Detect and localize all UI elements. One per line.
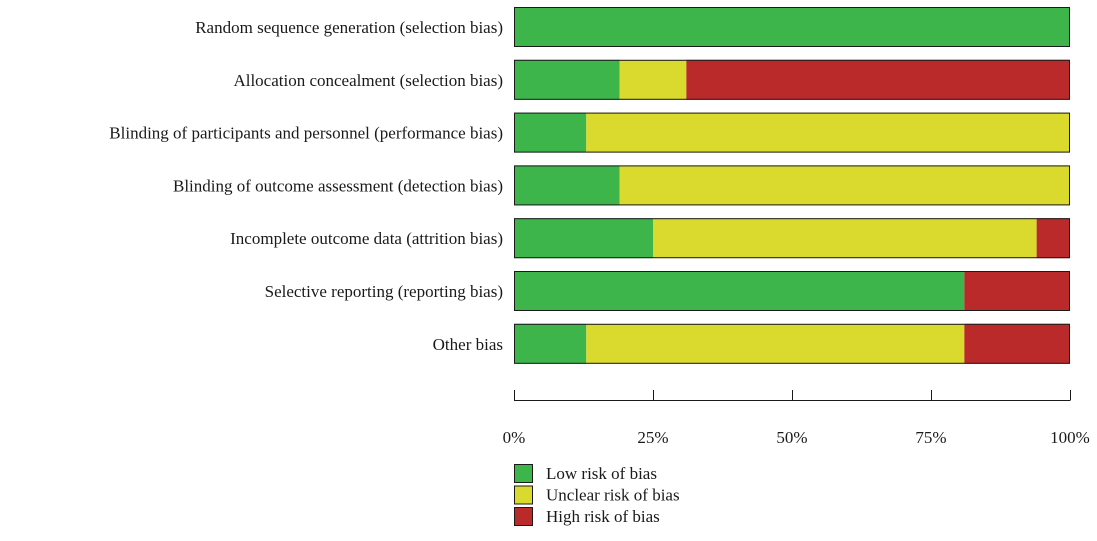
legend-swatch	[514, 507, 533, 526]
bar-outline	[514, 271, 1070, 311]
bar-segment	[1036, 218, 1070, 259]
x-tick-label: 25%	[637, 428, 668, 447]
bar-outline	[514, 59, 1070, 100]
category-label: Blinding of participants and personnel (…	[109, 124, 503, 143]
bar-segment	[619, 59, 687, 100]
bars	[514, 7, 1070, 364]
bar-segment	[514, 7, 1070, 47]
category-label: Blinding of outcome assessment (detectio…	[173, 176, 503, 195]
bar-segment	[964, 271, 1070, 311]
bar-outline	[514, 218, 1070, 259]
bar-row	[514, 112, 1070, 153]
bar-segment	[514, 323, 587, 364]
bar-row	[514, 7, 1070, 47]
bar-row	[514, 218, 1070, 259]
category-label: Incomplete outcome data (attrition bias)	[230, 229, 503, 248]
bar-segment	[653, 218, 1037, 259]
legend-label: Unclear risk of bias	[546, 486, 680, 505]
bar-row	[514, 271, 1070, 311]
bar-segment	[586, 112, 1070, 153]
legend-label: High risk of bias	[546, 507, 660, 526]
legend: Low risk of bias Unclear risk of bias High…	[514, 464, 680, 526]
bar-row	[514, 323, 1070, 364]
legend-item: Unclear risk of bias	[514, 485, 680, 505]
x-tick-label: 50%	[776, 428, 807, 447]
legend-swatch	[514, 464, 533, 483]
x-tick-label: 75%	[915, 428, 946, 447]
legend-label: Low risk of bias	[546, 464, 657, 483]
bar-outline	[514, 112, 1070, 153]
category-label: Other bias	[433, 335, 503, 354]
x-tick-label: 0%	[503, 428, 526, 447]
bar-row	[514, 59, 1070, 100]
bar-segment	[514, 112, 587, 153]
bar-row	[514, 165, 1070, 206]
bar-segment	[586, 323, 965, 364]
bar-outline	[514, 7, 1070, 47]
legend-item: Low risk of bias	[514, 464, 657, 483]
bar-segment	[514, 165, 620, 206]
bar-segment	[514, 218, 653, 259]
category-label: Random sequence generation (selection bi…	[195, 18, 503, 37]
bar-outline	[514, 165, 1070, 206]
legend-swatch	[514, 485, 533, 505]
x-tick-label: 100%	[1050, 428, 1090, 447]
legend-item: High risk of bias	[514, 507, 660, 526]
bar-outline	[514, 323, 1070, 364]
bar-segment	[514, 271, 965, 311]
x-axis: 0% 25% 50% 75% 100%	[503, 390, 1090, 447]
category-label: Selective reporting (reporting bias)	[265, 282, 503, 301]
bar-segment	[964, 323, 1070, 364]
category-label: Allocation concealment (selection bias)	[233, 71, 503, 90]
bar-segment	[619, 165, 1070, 206]
bar-segment	[686, 59, 1070, 100]
bar-segment	[514, 59, 620, 100]
category-labels: Random sequence generation (selection bi…	[109, 18, 503, 354]
